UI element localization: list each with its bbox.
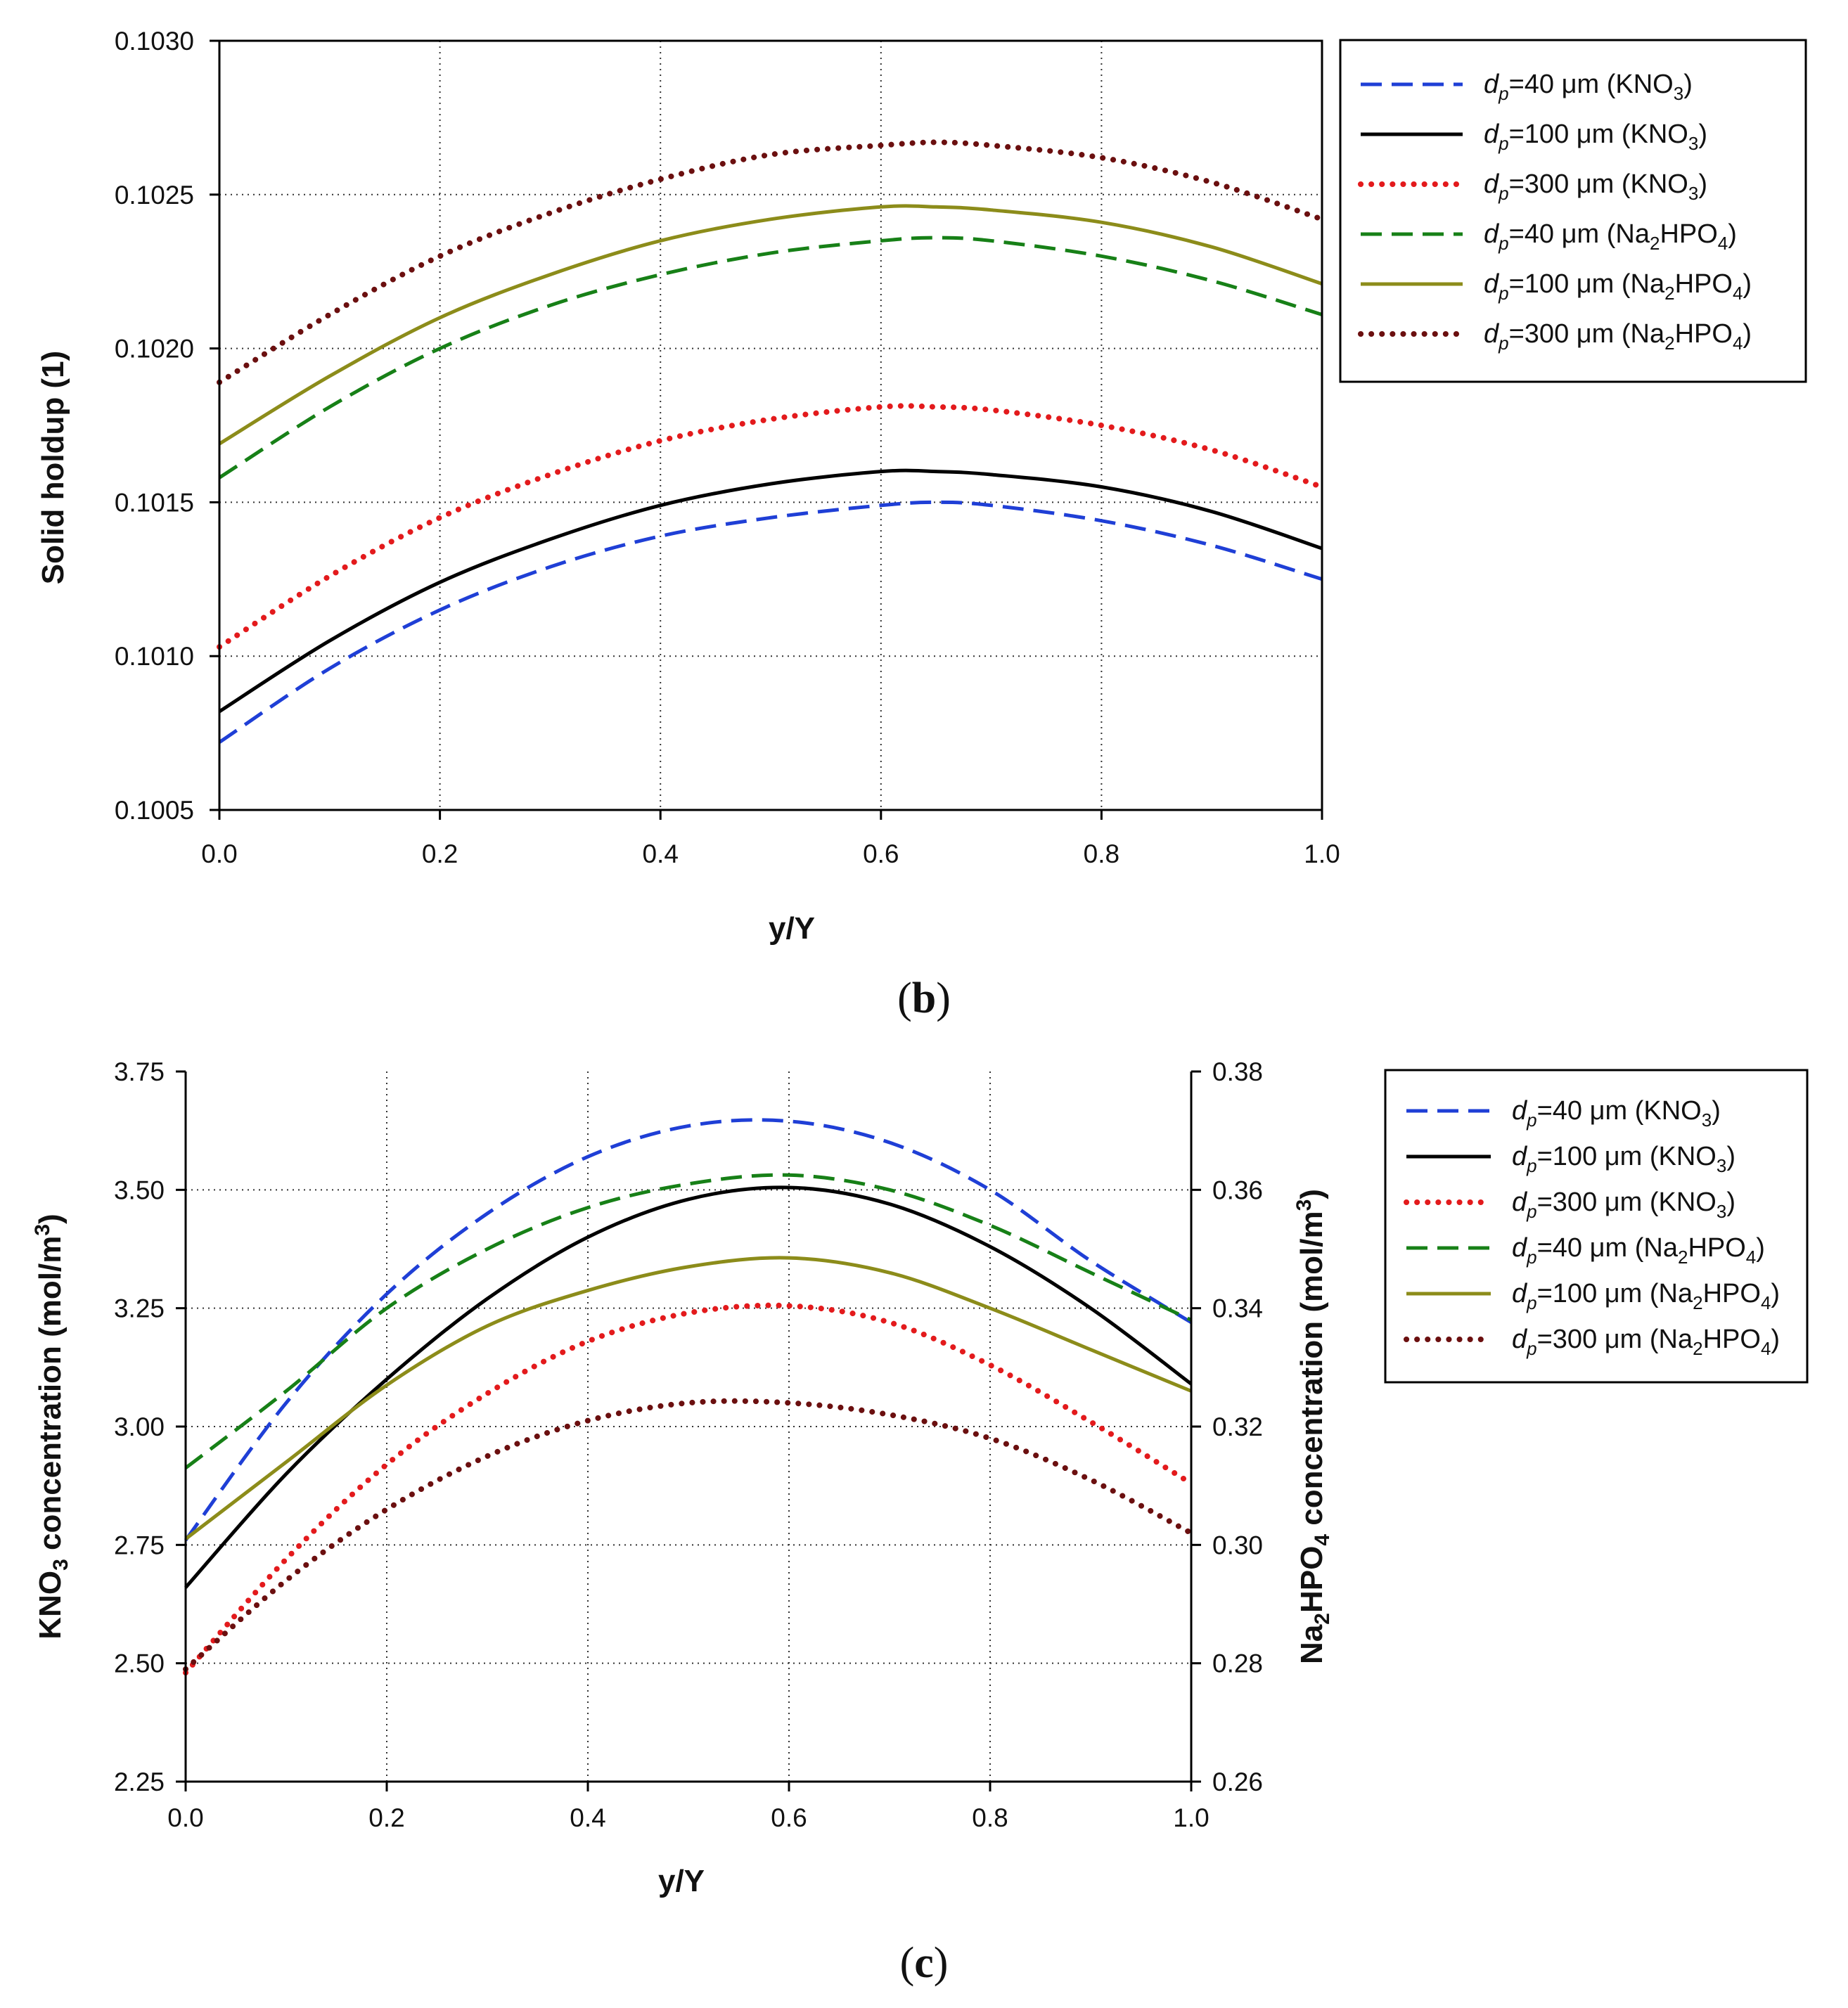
y-tick-label-left-c: 2.25: [114, 1768, 165, 1796]
legend-frame-c: [1384, 1069, 1809, 1384]
y-axis-title-left-c: KNO3 concentration (mol/m3): [31, 1214, 72, 1639]
legend-label-4: dp=100 μm (Na2HPO4): [1484, 269, 1752, 304]
series-line-b-3: [218, 236, 1323, 480]
series-line-b-2: [217, 403, 1325, 650]
y-tick-label-right-c: 0.36: [1212, 1176, 1263, 1204]
panel-label-c: (c): [900, 1939, 949, 1987]
chart-b: 0.0 0.2 0.4 0.6 0.8 1.0 0.1005 0.1010 0.1015 0.10…: [36, 27, 1807, 1022]
y-tick-label-right-c: 0.28: [1212, 1649, 1263, 1678]
x-axis-title-c: y/Y: [658, 1864, 705, 1898]
legend-b: dp=40 μm (KNO3) dp=100 μm (KNO3) dp=300 μm…: [1339, 39, 1807, 383]
x-tick-label-b: 1.0: [1304, 839, 1340, 868]
legend-c: dp=40 μm (KNO3) dp=100 μm (KNO3) dp=300 μm…: [1384, 1069, 1809, 1384]
y-tick-label-b: 0.1005: [115, 796, 194, 825]
grid-b: [219, 41, 1322, 810]
y-tick-label-right-c: 0.38: [1212, 1057, 1263, 1086]
y-tick-label-left-c: 3.50: [114, 1176, 165, 1204]
y-tick-label-b: 0.1030: [115, 27, 194, 56]
x-tick-label-c: 0.8: [972, 1803, 1008, 1832]
legend-label-0: dp=40 μm (KNO3): [1484, 70, 1693, 104]
x-tick-label-b: 0.0: [201, 839, 237, 868]
legend-label-2: dp=300 μm (KNO3): [1484, 169, 1707, 204]
series-line-c-4: [184, 1256, 1192, 1540]
y-tick-label-left-c: 3.25: [114, 1294, 165, 1323]
x-tick-label-b: 0.2: [422, 839, 458, 868]
y-tick-label-left-c: 3.00: [114, 1412, 165, 1441]
legend-label-4: dp=100 μm (Na2HPO4): [1512, 1279, 1780, 1313]
y-tick-label-right-c: 0.32: [1212, 1412, 1263, 1441]
legend-label-3: dp=40 μm (Na2HPO4): [1512, 1233, 1765, 1268]
y-axis-title-b: Solid holdup (1): [36, 351, 70, 584]
x-tick-label-c: 1.0: [1173, 1803, 1209, 1832]
y-tick-label-left-c: 2.75: [114, 1531, 165, 1559]
y-tick-label-b: 0.1020: [115, 335, 194, 363]
series-line-c-2: [183, 1302, 1194, 1676]
x-tick-label-c: 0.2: [368, 1803, 404, 1832]
x-tick-label-b: 0.6: [863, 839, 899, 868]
y-tick-label-right-c: 0.26: [1212, 1768, 1263, 1796]
series-line-c-5: [183, 1398, 1194, 1673]
y-tick-label-right-c: 0.30: [1212, 1531, 1263, 1559]
y-tick-label-b: 0.1010: [115, 642, 194, 671]
y-tick-label-b: 0.1025: [115, 181, 194, 210]
legend-label-1: dp=100 μm (KNO3): [1512, 1142, 1735, 1176]
chart-c: 0.0 0.2 0.4 0.6 0.8 1.0 2.25 2.50 2.75 3.00 3.25 3.…: [31, 1057, 1809, 1987]
y-tick-label-left-c: 3.75: [114, 1057, 165, 1086]
y-tick-label-b: 0.1015: [115, 488, 194, 517]
x-tick-label-c: 0.4: [570, 1803, 605, 1832]
plot-frame-b: [218, 39, 1323, 811]
series-line-b-4: [218, 204, 1323, 446]
legend-label-2: dp=300 μm (KNO3): [1512, 1188, 1735, 1222]
y-axis-title-right-c: Na2HPO4 concentration (mol/m3): [1292, 1189, 1334, 1664]
legend-frame-b: [1339, 39, 1807, 383]
series-line-b-5: [217, 139, 1325, 385]
legend-label-5: dp=300 μm (Na2HPO4): [1484, 319, 1752, 354]
legend-label-0: dp=40 μm (KNO3): [1512, 1096, 1721, 1131]
x-axis-title-b: y/Y: [769, 911, 815, 946]
series-line-c-0: [184, 1118, 1193, 1542]
y-tick-label-right-c: 0.34: [1212, 1294, 1263, 1323]
series-line-c-3: [184, 1173, 1193, 1469]
grid-c: [186, 1071, 1191, 1782]
x-tick-label-b: 0.8: [1084, 839, 1119, 868]
x-tick-label-b: 0.4: [642, 839, 678, 868]
y-tick-label-left-c: 2.50: [114, 1649, 165, 1678]
legend-label-3: dp=40 μm (Na2HPO4): [1484, 219, 1737, 254]
legend-label-1: dp=100 μm (KNO3): [1484, 120, 1707, 154]
series-line-b-1: [218, 468, 1323, 714]
x-tick-label-c: 0.0: [167, 1803, 203, 1832]
x-tick-label-c: 0.6: [771, 1803, 807, 1832]
series-line-c-1: [184, 1185, 1193, 1589]
panel-label-b: (b): [897, 974, 951, 1022]
legend-label-5: dp=300 μm (Na2HPO4): [1512, 1325, 1780, 1359]
series-line-b-0: [218, 500, 1323, 744]
